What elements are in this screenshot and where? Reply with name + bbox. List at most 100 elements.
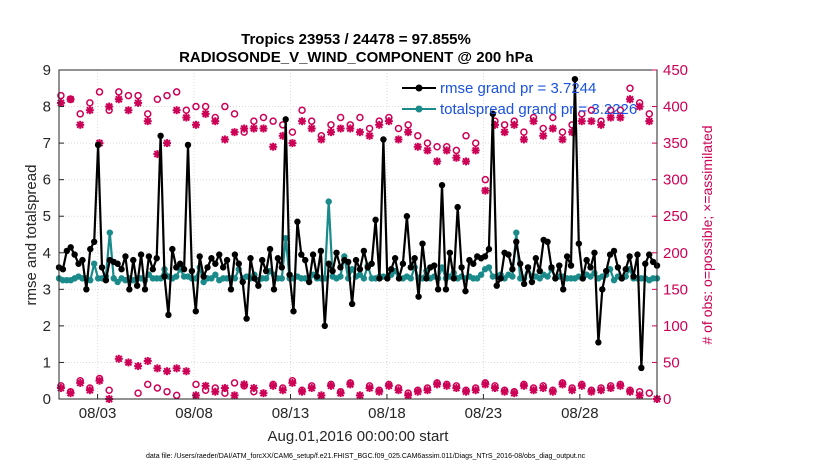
rmse-point [290, 308, 297, 315]
rmse-point [313, 273, 321, 280]
rmse-point [126, 286, 133, 293]
y-left-tick-label: 3 [43, 281, 51, 298]
totalspread-point [348, 266, 356, 273]
obs-rejected-assimilated-point [220, 384, 229, 393]
obs-rejected-possible-point [163, 387, 171, 396]
rmse-point [403, 213, 411, 220]
obs-assimilated-point [124, 106, 133, 115]
rmse-point [305, 278, 313, 286]
rmse-point [130, 256, 137, 264]
rmse-point [610, 247, 618, 255]
totalspread-point [262, 275, 270, 282]
y-right-tick-label: 250 [663, 208, 688, 225]
rmse-point [446, 249, 454, 256]
obs-assimilated-point [645, 117, 654, 126]
rmse-point [169, 245, 176, 253]
star-stroke [481, 380, 490, 389]
y-right-tick-label: 400 [663, 99, 688, 116]
star-stroke [443, 382, 451, 390]
obs-possible-point [423, 139, 432, 147]
obs-assimilated-point [558, 135, 567, 144]
rmse-point [208, 255, 215, 262]
obs-possible-point [616, 106, 625, 114]
rmse-point [575, 240, 583, 247]
rmse-point [419, 240, 426, 247]
obs-assimilated-point [606, 113, 615, 122]
rmse-point [231, 251, 239, 258]
totalspread-point [407, 275, 414, 282]
rmse-point [532, 255, 540, 262]
star-stroke [307, 384, 316, 392]
obs-assimilated-point [375, 120, 384, 129]
obs-rejected-assimilated-point [95, 376, 104, 385]
obs-rejected-assimilated-point [587, 387, 596, 396]
rmse-point [458, 264, 465, 271]
legend-spread-marker [415, 105, 423, 113]
star-stroke [452, 384, 461, 392]
obs-rejected-assimilated-point [269, 381, 278, 390]
rmse-point [71, 251, 78, 258]
star-stroke [578, 382, 586, 390]
star-stroke [500, 128, 509, 136]
obs-possible-point [192, 102, 200, 111]
rmse-point [192, 308, 199, 315]
obs-possible-point [230, 110, 239, 118]
star-stroke [452, 154, 461, 162]
star-stroke [375, 121, 383, 129]
rmse-point [219, 264, 227, 271]
obs-possible-point [481, 175, 490, 184]
rmse-point [614, 264, 622, 271]
obs-assimilated-point [105, 102, 114, 111]
rmse-point [352, 256, 360, 264]
rmse-point [87, 245, 94, 253]
rmse-point [431, 262, 438, 269]
rmse-point [216, 251, 223, 258]
obs-rejected-assimilated-point [278, 386, 287, 395]
star-stroke [163, 367, 171, 375]
obs-assimilated-point [384, 117, 393, 126]
x-tick-label: 08/08 [175, 405, 213, 422]
rmse-point [196, 253, 203, 260]
obs-possible-point [578, 110, 586, 118]
star-stroke [385, 117, 393, 125]
obs-assimilated-point [134, 98, 143, 107]
star-stroke [356, 128, 364, 136]
star-stroke [269, 143, 277, 151]
rmse-point [493, 282, 500, 289]
rmse-point [239, 278, 246, 286]
star-stroke [124, 106, 133, 114]
obs-rejected-assimilated-point [519, 381, 528, 390]
rmse-point [294, 218, 301, 225]
rmse-point [122, 253, 129, 260]
obs-rejected-possible-point [172, 391, 181, 400]
rmse-point [79, 256, 86, 264]
star-stroke [221, 384, 229, 392]
rmse-point [442, 286, 450, 293]
obs-assimilated-point [365, 131, 374, 140]
totalspread-point [485, 264, 493, 271]
star-stroke [606, 384, 615, 392]
obs-rejected-assimilated-point [510, 389, 519, 398]
chart-title-line2: RADIOSONDE_V_WIND_COMPONENT @ 200 hPa [179, 49, 534, 66]
star-stroke [597, 386, 605, 394]
star-stroke [95, 377, 104, 385]
rmse-point [470, 260, 477, 267]
rmse-point [395, 275, 403, 282]
obs-assimilated-point [56, 98, 65, 107]
rmse-point [145, 253, 153, 260]
obs-rejected-assimilated-point [191, 391, 200, 400]
obs-rejected-assimilated-point [211, 387, 220, 396]
star-stroke [404, 391, 412, 400]
obs-possible-point [172, 88, 181, 96]
rmse-point [645, 251, 653, 258]
obs-assimilated-point [269, 142, 278, 151]
star-stroke [230, 128, 239, 136]
rmse-point [165, 311, 172, 319]
obs-possible-point [86, 99, 94, 107]
rmse-point [348, 300, 356, 308]
star-stroke [462, 157, 470, 166]
rmse-point [552, 275, 559, 282]
star-stroke [182, 367, 191, 375]
totalspread-point [173, 273, 180, 280]
legend-rmse-marker [415, 84, 423, 92]
